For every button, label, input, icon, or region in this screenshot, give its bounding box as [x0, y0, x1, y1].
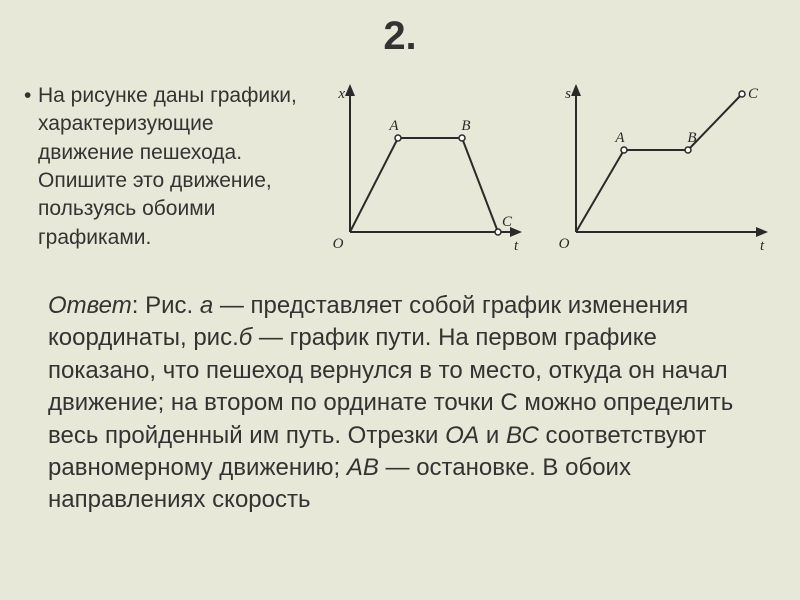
svg-text:t: t: [514, 238, 519, 254]
svg-text:C: C: [748, 86, 759, 102]
svg-text:t: t: [760, 238, 765, 254]
svg-text:A: A: [388, 118, 399, 134]
answer-label: Ответ: [48, 292, 132, 319]
svg-text:B: B: [687, 130, 696, 146]
fig-a-label: а: [200, 292, 213, 319]
svg-text:B: B: [461, 118, 470, 134]
svg-text:A: A: [614, 130, 625, 146]
seg-oa: ОА: [445, 422, 479, 449]
slide: 2. • На рисунке даны графики, характериз…: [0, 0, 800, 600]
seg-ab: АВ: [347, 454, 379, 481]
slide-title: 2.: [0, 14, 800, 59]
fig-b-label: б: [239, 324, 253, 351]
svg-text:x: x: [337, 86, 345, 102]
bullet-text: На рисунке даны графики, характеризующие…: [38, 82, 314, 252]
svg-text:O: O: [333, 236, 344, 252]
graph-a: x t O A B C: [314, 72, 524, 262]
answer-part4: и: [479, 422, 506, 449]
graph-b: s t O A B C: [540, 72, 770, 262]
bullet-line: • На рисунке даны графики, характеризующ…: [24, 82, 314, 252]
seg-bc: ВС: [506, 422, 539, 449]
graph-panel: x t O A B C s t O A B C: [314, 72, 774, 262]
svg-text:s: s: [565, 86, 571, 102]
top-row: • На рисунке даны графики, характеризующ…: [24, 72, 776, 262]
answer-part1: : Рис.: [132, 292, 200, 319]
bullet-dot-icon: •: [24, 82, 38, 110]
svg-text:O: O: [559, 236, 570, 252]
problem-bullet: • На рисунке даны графики, характеризующ…: [24, 72, 314, 252]
svg-text:C: C: [502, 214, 513, 230]
answer-text: Ответ: Рис. а — представляет собой графи…: [48, 290, 748, 517]
